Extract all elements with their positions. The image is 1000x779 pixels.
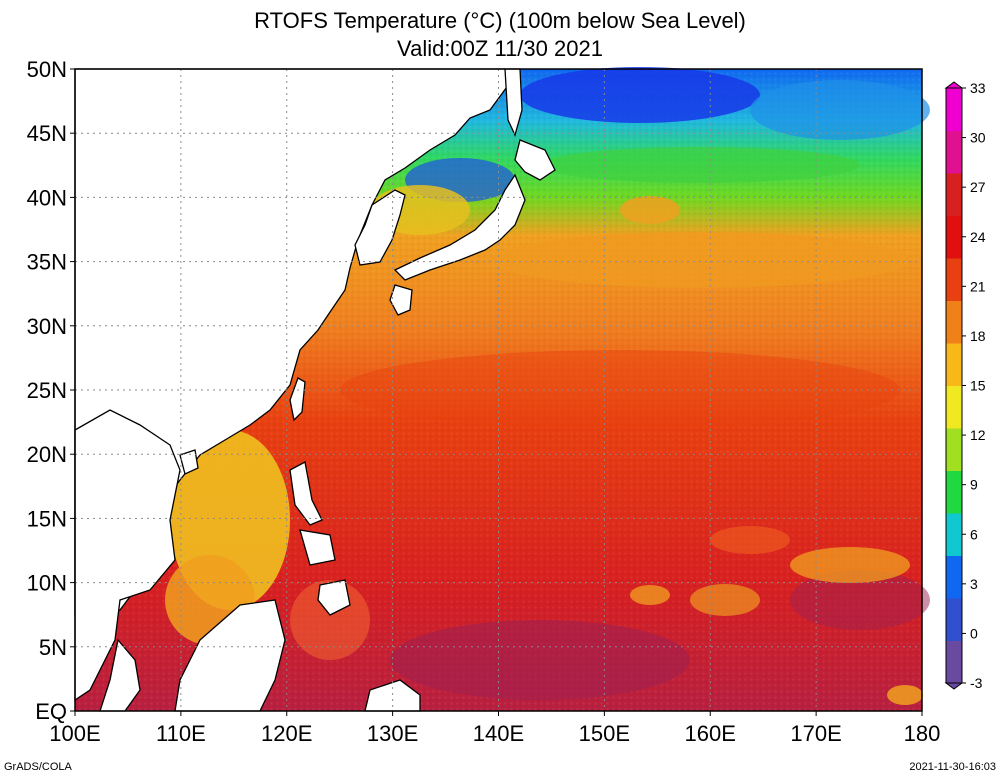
colorbar-segment [946,513,962,556]
colorbar-bottom-arrow [944,682,964,690]
colorbar: -3 0 3 6 9 12 15 18 21 24 27 30 33 [944,80,986,691]
colorbar-segment [946,428,962,471]
new-guinea-tip [364,679,421,712]
colorbar-segment [946,258,962,301]
y-tick-label: 50N [27,57,67,82]
colorbar-tick-label: 3 [970,576,978,592]
y-tick-label: 15N [27,506,67,531]
map-area [74,67,930,712]
x-tick-label: 140E [473,721,524,746]
colorbar-segment [946,88,962,131]
y-tick-label: 30N [27,314,67,339]
colorbar-segment [946,300,962,344]
colorbar-segment [946,130,962,174]
colorbar-top-arrow [944,81,964,89]
y-tick-label: EQ [35,699,67,724]
x-tick-label: 120E [261,721,312,746]
hainan [179,449,199,475]
japan-kyushu [389,284,413,316]
colorbar-tick-label: 18 [970,328,986,344]
x-tick-label: 170E [790,721,841,746]
y-tick-label: 35N [27,250,67,275]
map-title: RTOFS Temperature (°C) (100m below Sea L… [254,8,746,33]
colorbar-tick-label: 12 [970,427,986,443]
x-tick-label: 110E [156,721,206,746]
x-tick-label: 180 [904,721,941,746]
colorbar-segment [946,385,962,429]
taiwan [289,377,306,422]
y-tick-label: 5N [39,635,67,660]
colorbar-tick-label: 30 [970,130,986,146]
map-subtitle: Valid:00Z 11/30 2021 [397,36,603,61]
y-tick-label: 40N [27,185,67,210]
japan-hokkaido [514,139,556,181]
colorbar-segment [946,343,962,386]
x-tick-label: 100E [49,721,100,746]
colorbar-segment [946,215,962,259]
colorbar-segment [946,173,962,216]
japan-honshu [393,173,526,281]
colorbar-segment [946,470,962,514]
colorbar-tick-label: 6 [970,526,978,542]
indochina [74,409,181,702]
x-tick-label: 150E [579,721,630,746]
temperature-patches [165,67,930,705]
philippines-visayas [299,529,336,566]
footer-credit: GrADS/COLA [4,761,72,773]
borneo [174,599,286,712]
y-tick-label: 45N [27,121,67,146]
y-tick-label: 20N [27,442,67,467]
colorbar-tick-label: 33 [970,80,986,96]
land-masses [74,68,556,712]
colorbar-tick-label: 15 [970,378,986,394]
x-tick-label: 160E [685,721,736,746]
colorbar-segment [946,640,962,684]
x-tick-label: 130E [367,721,418,746]
colorbar-segment [946,555,962,599]
x-axis-ticks: 100E 110E 120E 130E 140E 150E 160E 170E 180 [49,711,940,746]
map-gridlines [75,69,922,711]
philippines-luzon [289,461,323,526]
colorbar-tick-label: 9 [970,477,978,493]
colorbar-segment [946,598,962,641]
y-tick-label: 25N [27,378,67,403]
philippines-mindanao [317,579,351,616]
colorbar-tick-label: 24 [970,229,986,245]
colorbar-tick-label: 0 [970,625,978,641]
y-axis-ticks: EQ 5N 10N 15N 20N 25N 30N 35N 40N 45N 50N [27,57,75,724]
colorbar-tick-label: 27 [970,179,986,195]
colorbar-tick-label: -3 [970,675,983,691]
footer-timestamp: 2021-11-30-16:03 [909,761,996,773]
y-tick-label: 10N [27,571,67,596]
colorbar-tick-label: 21 [970,278,986,294]
